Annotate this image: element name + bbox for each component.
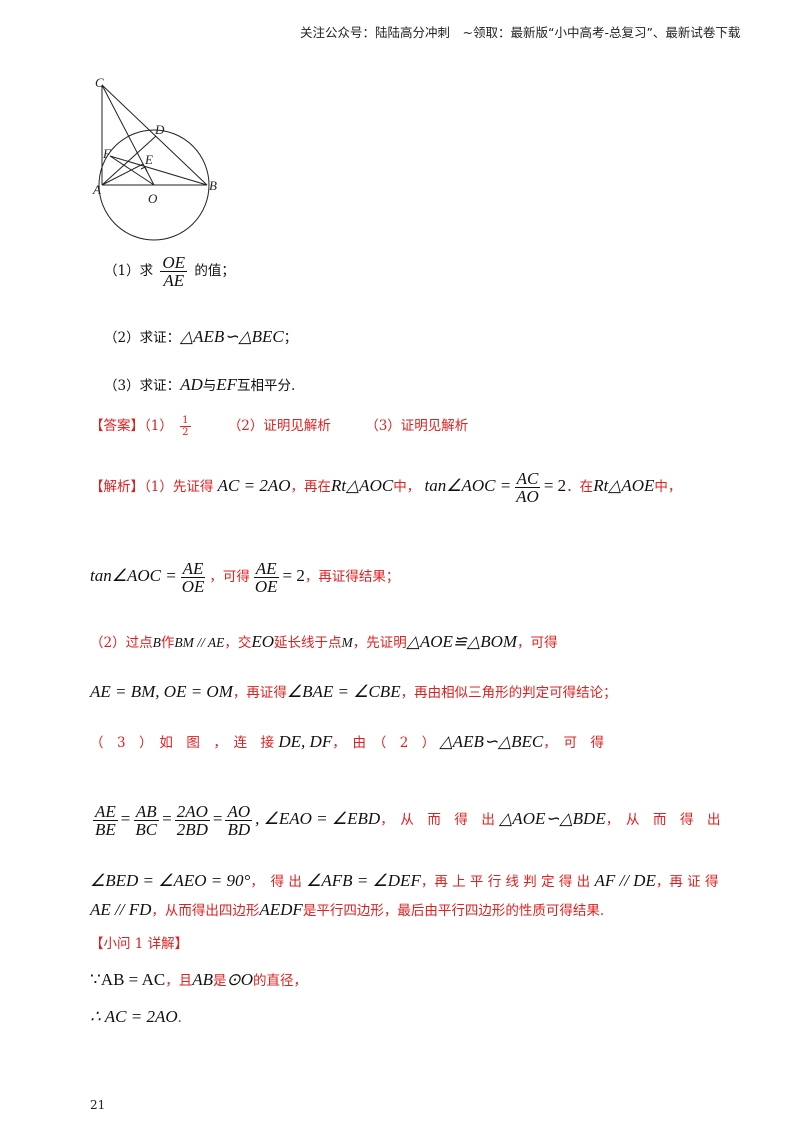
geometry-figure: C D F E A B O (92, 75, 217, 241)
segment-be (109, 155, 208, 186)
segment-ae (101, 163, 144, 186)
sub-question-1-title: 【小问 1 详解】 (90, 936, 189, 952)
solution-line-2: ∴ AC = 2AO. (90, 1007, 182, 1026)
segment-ad (101, 135, 157, 186)
label-d: D (154, 122, 165, 137)
segment-fo (109, 155, 155, 186)
analysis-line-1: 【解析】（1）先证得 AC = 2AO，再在Rt△AOC中， tan∠AOC =… (90, 469, 682, 506)
circle-o (98, 129, 210, 241)
right-angle-mark (140, 166, 148, 172)
page-header: 关注公众号：陆陆高分冲刺 ~领取：最新版“小中高考-总复习”、最新试卷下载 (300, 25, 741, 40)
q1-numerator: OE (160, 253, 188, 272)
question-1: （1）求 OE AE 的值； (104, 253, 235, 290)
q2-math: △AEB∽△BEC (180, 327, 284, 346)
analysis-line-8: AE // FD，从而得出四边形AEDF是平行四边形，最后由平行四边形的性质可得… (90, 900, 605, 919)
label-b: B (209, 178, 217, 193)
analysis-line-2: tan∠AOC = AE OE ，可得 AE OE = 2，再证得结果； (90, 559, 400, 596)
page-number: 21 (90, 1098, 106, 1112)
analysis-line-4: AE = BM, OE = OM，再证得∠BAE = ∠CBE，再由相似三角形的… (90, 682, 617, 701)
label-a: A (92, 182, 101, 197)
segment-cb (101, 84, 208, 186)
analysis-line-6: AE BE = AB BC = 2AO 2BD = AO BD, ∠EAO = ∠EBD， 从 而 … (93, 802, 721, 839)
label-e: E (144, 152, 153, 167)
analysis-line-5: （ 3 ） 如 图 ， 连 接 DE, DF， 由 （ 2 ） △AEB∽△BE… (90, 732, 605, 751)
analysis-line-7: ∠BED = ∠AEO = 90°， 得 出 ∠AFB = ∠DEF，再 上 平… (90, 871, 719, 890)
question-3: （3）求证：AD与EF互相平分. (104, 375, 296, 394)
question-2: （2）求证：△AEB∽△BEC； (104, 327, 298, 346)
label-c: C (95, 75, 104, 90)
q1-denominator: AE (163, 271, 185, 290)
label-o: O (148, 191, 158, 206)
analysis-line-3: （2）过点B作BM // AE，交EO延长线于点M，先证明△AOE≌△BOM，可… (90, 632, 558, 651)
label-f: F (102, 146, 112, 161)
solution-line-1: ∵AB = AC，且AB是⊙O的直径， (90, 970, 308, 989)
